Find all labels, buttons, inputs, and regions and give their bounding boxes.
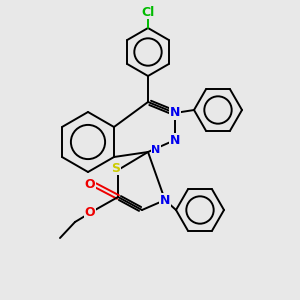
Text: N: N: [152, 145, 160, 155]
Text: Cl: Cl: [141, 5, 154, 19]
Text: O: O: [85, 178, 95, 191]
Text: S: S: [112, 161, 121, 175]
Text: N: N: [170, 106, 180, 119]
Text: O: O: [85, 206, 95, 218]
Text: N: N: [170, 134, 180, 146]
Text: N: N: [160, 194, 170, 206]
